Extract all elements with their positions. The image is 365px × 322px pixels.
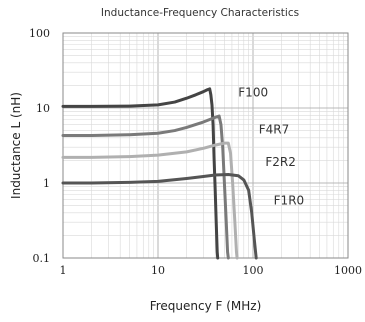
- series-labels: F100 F4R7 F2R2 F1R0: [238, 86, 304, 208]
- series-label-f1r0: F1R0: [274, 194, 305, 208]
- series-line-f2r2: [61, 141, 239, 260]
- tick-labels: 1 10 100 1000 0.1 1 10 100: [29, 27, 362, 277]
- series-line-f100: [61, 87, 220, 260]
- plot-frame: [62, 32, 349, 259]
- series-line-f1r0: [61, 172, 258, 260]
- series-group: [61, 87, 258, 260]
- x-axis-label: Frequency F (MHz): [150, 299, 262, 313]
- y-tick-label: 0.1: [33, 252, 51, 265]
- series-line-f4r7: [61, 114, 230, 260]
- chart-title: Inductance-Frequency Characteristics: [101, 7, 299, 19]
- x-tick-label: 100: [243, 264, 264, 277]
- gridlines: [62, 32, 349, 259]
- x-tick-label: 1: [60, 264, 67, 277]
- x-tick-label: 10: [151, 264, 165, 277]
- y-tick-label: 1: [43, 177, 50, 190]
- series-label-f100: F100: [238, 86, 268, 100]
- y-axis-label: Inductance L (nH): [9, 92, 23, 199]
- series-label-f2r2: F2R2: [265, 155, 296, 169]
- series-label-f4r7: F4R7: [259, 122, 290, 136]
- y-tick-label: 100: [29, 27, 50, 40]
- x-tick-label: 1000: [334, 264, 362, 277]
- y-tick-label: 10: [36, 102, 50, 115]
